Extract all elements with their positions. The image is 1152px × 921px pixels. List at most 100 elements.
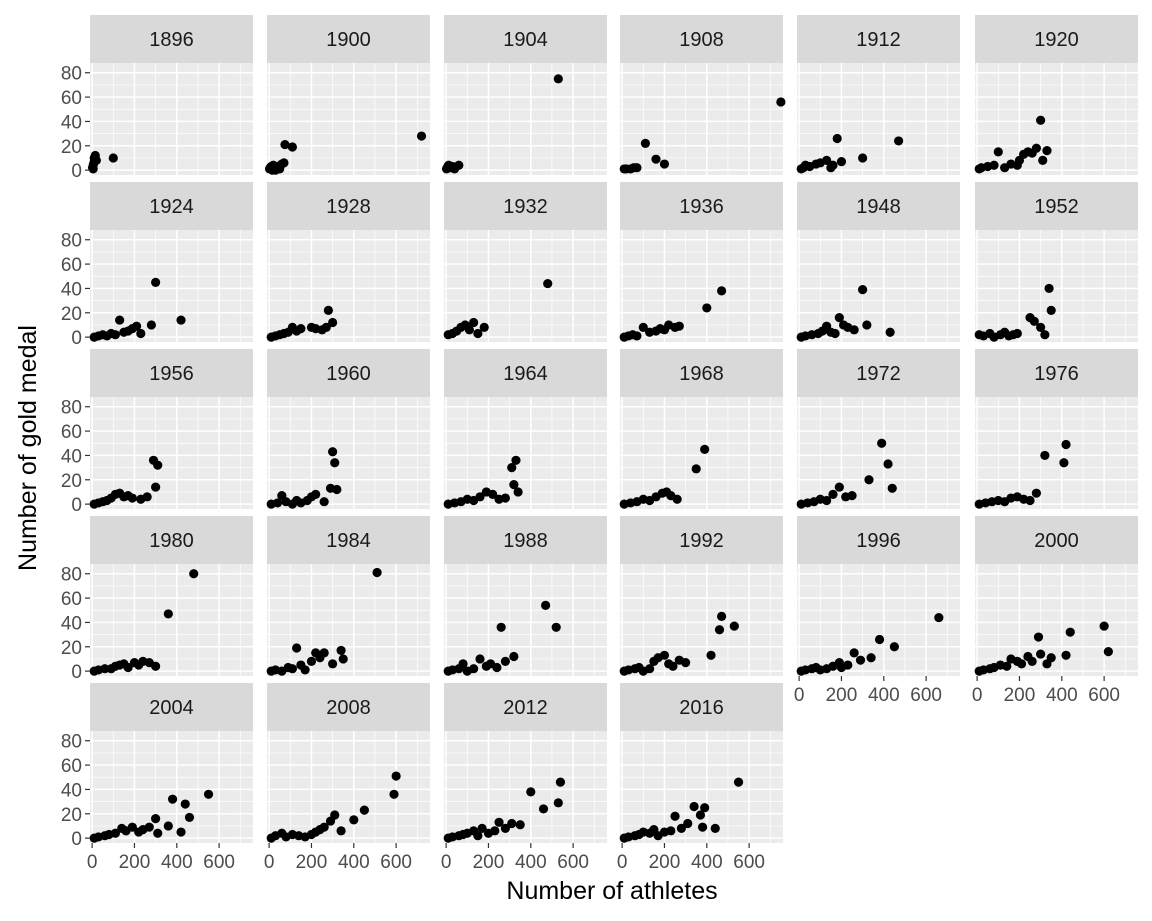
x-tick-label: 200 [826,685,858,706]
facet-panel: 1972 [797,349,960,509]
facet-panel: 1952 [975,182,1138,342]
y-tick-label: 0 [71,161,82,182]
x-tick-label: 0 [264,852,275,873]
y-tick-label: 60 [61,255,82,276]
data-point [1017,659,1026,668]
facet-label: 1920 [1034,29,1079,51]
data-point [109,153,118,162]
data-point [332,485,341,494]
x-tick-label: 400 [691,852,723,873]
data-point [320,648,329,657]
facet-panel: 1932 [444,182,607,342]
data-point [847,491,856,500]
facet-panel: 20160 200 400 600 [617,683,783,873]
data-point [554,74,563,83]
data-point [328,447,337,456]
data-point [856,656,865,665]
data-point [641,139,650,148]
y-tick-label: 0 [71,495,82,516]
data-point [492,663,501,672]
y-tick-label: 40 [61,780,82,801]
facet-panel: 1912 [797,15,960,175]
facet-label: 1924 [149,196,194,218]
data-point [1036,649,1045,658]
data-point [1032,144,1041,153]
data-point [372,568,381,577]
data-point [894,136,903,145]
x-tick-label: 600 [380,852,412,873]
data-point [292,643,301,652]
data-point [301,665,310,674]
facet-label: 1972 [856,363,901,385]
data-point [1013,329,1022,338]
data-point [143,492,152,501]
x-axis-title: Number of athletes [506,877,717,905]
data-point [711,824,720,833]
data-point [835,482,844,491]
data-point [507,819,516,828]
data-point [164,609,173,618]
data-point [516,820,525,829]
facet-panel: 1936 [620,182,783,342]
facet-label: 2000 [1034,530,1079,552]
data-point [670,812,679,821]
facet-panel: 20120 200 400 600 [441,683,607,873]
data-point [632,163,641,172]
facet-panel: 1896020406080 [61,15,253,182]
facet-label: 1992 [679,530,724,552]
data-point [883,459,892,468]
data-point [475,654,484,663]
data-point [541,601,550,610]
x-tick-label: 600 [557,852,589,873]
x-tick-label: 600 [733,852,765,873]
y-tick-label: 80 [61,64,82,85]
facet-label: 1996 [856,530,901,552]
data-point [552,623,561,632]
data-point [888,484,897,493]
data-point [469,664,478,673]
data-point [632,331,641,340]
data-point [1066,628,1075,637]
data-point [1028,657,1037,666]
data-point [189,569,198,578]
data-point [666,826,675,835]
facet-label: 1900 [326,29,371,51]
y-tick-label: 20 [61,304,82,325]
data-point [330,458,339,467]
data-point [850,325,859,334]
facet-panel: 1904 [442,15,607,175]
facet-label: 1932 [503,196,548,218]
y-tick-label: 0 [71,829,82,850]
facet-label: 1988 [503,530,548,552]
y-tick-label: 20 [61,638,82,659]
y-tick-label: 20 [61,137,82,158]
data-point [689,802,698,811]
y-tick-label: 40 [61,613,82,634]
facet-panel: 1976 [975,349,1138,509]
facet-label: 1976 [1034,363,1079,385]
data-point [700,445,709,454]
data-point [675,322,684,331]
facet-panel: 20040204060800 200 400 600 [61,683,253,873]
facet-label: 1912 [856,29,901,51]
data-point [866,653,875,662]
data-point [339,654,348,663]
data-point [454,161,463,170]
data-point [513,487,522,496]
data-point [886,328,895,337]
data-point [501,493,510,502]
data-point [1047,306,1056,315]
facet-label: 1984 [326,530,371,552]
facet-panel: 1984 [267,516,430,676]
data-point [934,613,943,622]
data-point [843,660,852,669]
data-point [164,821,173,830]
facet-label: 1952 [1034,196,1079,218]
data-point [1047,653,1056,662]
data-point [185,813,194,822]
data-point [875,635,884,644]
data-point [702,303,711,312]
x-tick-label: 0 [87,852,98,873]
data-point [828,161,837,170]
